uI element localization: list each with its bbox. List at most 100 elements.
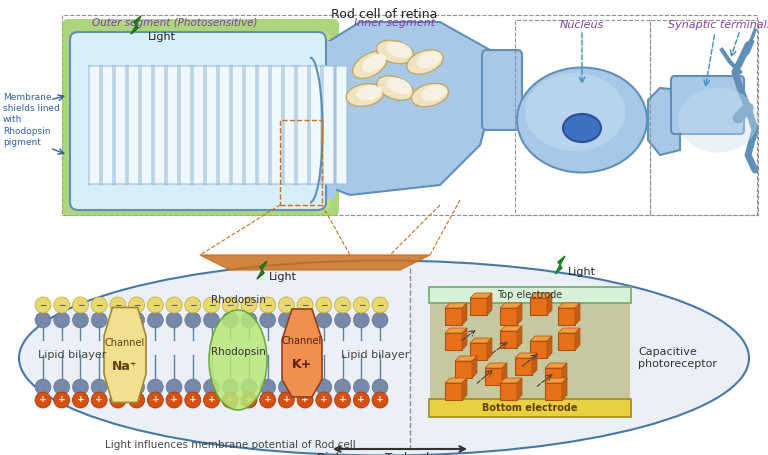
Text: Lipid bilayer: Lipid bilayer	[341, 350, 409, 360]
Ellipse shape	[377, 76, 413, 100]
Text: Light influences membrane potential of Rod cell: Light influences membrane potential of R…	[104, 440, 356, 450]
Circle shape	[353, 297, 369, 313]
FancyBboxPatch shape	[128, 65, 139, 185]
Text: Synaptic terminals: Synaptic terminals	[667, 20, 768, 30]
Circle shape	[278, 312, 294, 328]
Ellipse shape	[362, 54, 386, 72]
Ellipse shape	[376, 40, 414, 64]
Text: +: +	[227, 395, 234, 404]
Circle shape	[35, 392, 51, 408]
Circle shape	[335, 379, 350, 395]
FancyBboxPatch shape	[310, 65, 321, 185]
Polygon shape	[648, 88, 680, 155]
Text: −: −	[227, 300, 234, 309]
Polygon shape	[562, 378, 567, 400]
Text: +: +	[357, 395, 365, 404]
Circle shape	[72, 297, 88, 313]
FancyBboxPatch shape	[206, 65, 217, 185]
Text: −: −	[77, 300, 84, 309]
Ellipse shape	[563, 114, 601, 142]
Text: +: +	[189, 395, 197, 404]
FancyBboxPatch shape	[70, 32, 326, 210]
Circle shape	[147, 379, 164, 395]
Circle shape	[35, 297, 51, 313]
Bar	[530, 341, 547, 358]
Circle shape	[185, 312, 200, 328]
Circle shape	[91, 392, 108, 408]
Polygon shape	[547, 293, 552, 315]
Circle shape	[166, 297, 182, 313]
Text: +: +	[245, 395, 253, 404]
Circle shape	[335, 297, 350, 313]
Text: +: +	[170, 395, 178, 404]
Polygon shape	[282, 309, 322, 397]
Circle shape	[204, 392, 220, 408]
Polygon shape	[517, 378, 522, 400]
Circle shape	[91, 379, 108, 395]
Circle shape	[372, 392, 388, 408]
Text: −: −	[358, 300, 365, 309]
Bar	[430, 302, 630, 415]
Polygon shape	[500, 378, 522, 383]
FancyBboxPatch shape	[167, 65, 178, 185]
Polygon shape	[532, 353, 537, 375]
Text: −: −	[95, 300, 103, 309]
FancyBboxPatch shape	[62, 19, 339, 216]
Polygon shape	[300, 22, 495, 195]
Circle shape	[222, 312, 238, 328]
Text: Light: Light	[148, 32, 176, 42]
Ellipse shape	[386, 78, 412, 94]
Ellipse shape	[386, 42, 412, 58]
Polygon shape	[575, 303, 580, 325]
Polygon shape	[472, 356, 477, 378]
Polygon shape	[515, 353, 537, 358]
Bar	[470, 343, 487, 360]
Ellipse shape	[346, 84, 384, 106]
Text: Nucleus: Nucleus	[560, 20, 604, 30]
FancyBboxPatch shape	[115, 65, 126, 185]
Bar	[530, 298, 547, 315]
Polygon shape	[462, 378, 467, 400]
Polygon shape	[562, 363, 567, 385]
Circle shape	[110, 392, 126, 408]
Ellipse shape	[678, 87, 758, 152]
Circle shape	[128, 312, 144, 328]
Polygon shape	[462, 303, 467, 325]
Circle shape	[316, 379, 332, 395]
Bar	[445, 333, 462, 350]
Text: +: +	[264, 395, 271, 404]
Text: +: +	[301, 395, 309, 404]
Bar	[500, 331, 517, 348]
Circle shape	[147, 392, 164, 408]
Polygon shape	[445, 378, 467, 383]
FancyBboxPatch shape	[70, 32, 330, 210]
Bar	[500, 308, 517, 325]
Text: −: −	[264, 300, 271, 309]
Polygon shape	[200, 255, 430, 270]
FancyBboxPatch shape	[141, 65, 152, 185]
Circle shape	[260, 392, 276, 408]
FancyBboxPatch shape	[336, 65, 347, 185]
Circle shape	[353, 379, 369, 395]
Circle shape	[72, 392, 88, 408]
Text: −: −	[283, 300, 290, 309]
Circle shape	[260, 379, 276, 395]
FancyBboxPatch shape	[89, 65, 100, 185]
Circle shape	[297, 392, 313, 408]
FancyBboxPatch shape	[219, 65, 230, 185]
Polygon shape	[445, 328, 467, 333]
Bar	[558, 308, 575, 325]
Circle shape	[222, 379, 238, 395]
Ellipse shape	[525, 73, 625, 151]
FancyBboxPatch shape	[671, 76, 744, 134]
Circle shape	[110, 297, 126, 313]
Text: −: −	[301, 300, 309, 309]
Circle shape	[335, 312, 350, 328]
Polygon shape	[547, 336, 552, 358]
FancyBboxPatch shape	[102, 65, 113, 185]
Circle shape	[204, 379, 220, 395]
Circle shape	[110, 312, 126, 328]
Text: Biology ⟸ Technology: Biology ⟸ Technology	[317, 452, 451, 455]
Circle shape	[128, 379, 144, 395]
Polygon shape	[485, 363, 507, 368]
